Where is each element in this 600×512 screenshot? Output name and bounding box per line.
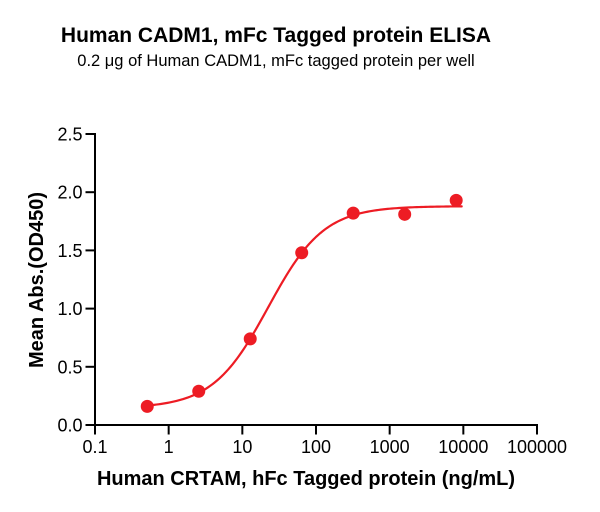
data-points xyxy=(140,193,463,413)
data-point-marker xyxy=(449,193,463,207)
data-point-marker xyxy=(243,332,257,346)
x-axis-ticks: 0.1 1 10 100 1000 10000 100000 xyxy=(82,424,567,457)
y-tick-label: 0.5 xyxy=(57,357,82,377)
x-tick-label: 100000 xyxy=(507,437,567,457)
y-tick-label: 1.5 xyxy=(57,241,82,261)
axes xyxy=(94,133,538,426)
y-axis-title: Mean Abs.(OD450) xyxy=(26,192,48,368)
data-point-marker xyxy=(346,206,360,220)
data-point-marker xyxy=(295,246,309,260)
x-tick-label: 0.1 xyxy=(82,437,107,457)
data-point-marker xyxy=(140,399,154,413)
y-tick-label: 2.0 xyxy=(57,183,82,203)
x-tick-label: 1000 xyxy=(370,437,410,457)
chart-title: Human CADM1, mFc Tagged protein ELISA xyxy=(60,24,492,47)
x-tick-label: 1 xyxy=(164,437,174,457)
y-tick-label: 0.0 xyxy=(57,416,82,436)
fit-curve xyxy=(146,205,463,407)
x-tick-label: 10 xyxy=(232,437,252,457)
x-axis-title: Human CRTAM, hFc Tagged protein (ng/mL) xyxy=(97,468,515,490)
y-tick-label: 1.0 xyxy=(57,299,82,319)
y-axis-ticks: 0.0 0.5 1.0 1.5 2.0 2.5 xyxy=(57,125,96,436)
x-tick-label: 100 xyxy=(301,437,331,457)
chart-subtitle: 0.2 μg of Human CADM1, mFc tagged protei… xyxy=(77,52,475,70)
dose-response-curve xyxy=(146,205,463,407)
data-point-marker xyxy=(192,384,206,398)
y-tick-label: 2.5 xyxy=(57,125,82,145)
data-point-marker xyxy=(398,207,412,221)
x-tick-label: 10000 xyxy=(438,437,488,457)
chart-header: Human CADM1, mFc Tagged protein ELISA 0.… xyxy=(0,23,552,71)
